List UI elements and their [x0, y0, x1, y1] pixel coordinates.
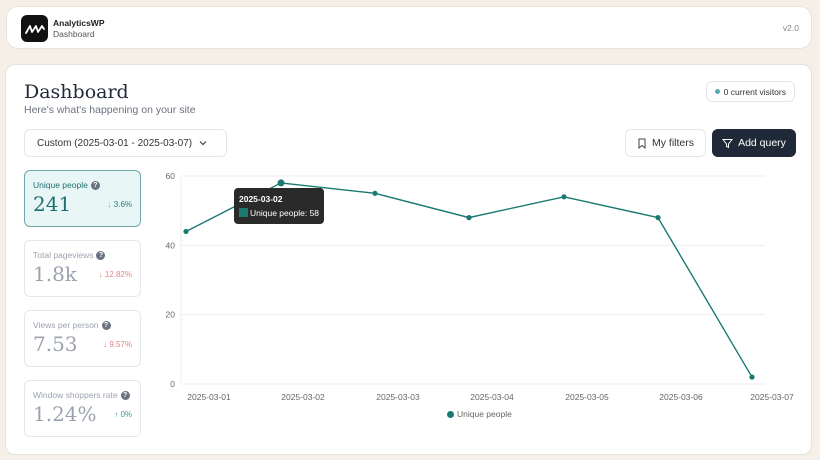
metric-delta-value: 0%: [120, 410, 132, 419]
chart-legend[interactable]: Unique people: [447, 409, 512, 419]
dashboard-card: Dashboard Here's what's happening on you…: [5, 64, 812, 455]
metric-value: 1.8k: [33, 262, 77, 286]
metric-delta: ↓ 9.57%: [103, 340, 132, 349]
series-points: [183, 179, 755, 380]
metric-delta: ↓ 3.6%: [108, 200, 132, 209]
metric-label-wrap: Unique people ?: [33, 180, 100, 190]
page-title: Dashboard: [24, 81, 129, 103]
svg-text:2025-03-06: 2025-03-06: [659, 392, 703, 402]
metric-value: 241: [33, 192, 72, 216]
svg-text:2025-03-07: 2025-03-07: [750, 392, 794, 402]
svg-text:40: 40: [166, 240, 176, 250]
app-name: AnalyticsWP: [53, 18, 105, 28]
x-axis-ticks: 2025-03-01 2025-03-02 2025-03-03 2025-03-04…: [187, 392, 794, 402]
date-range-label: Custom (2025-03-01 - 2025-03-07): [37, 137, 193, 149]
metric-label: Total pageviews: [33, 250, 94, 260]
tooltip-value: Unique people: 58: [250, 208, 320, 218]
legend-dot-icon: [447, 410, 454, 418]
arrow-up-icon: ↑: [114, 410, 119, 419]
current-visitors-badge[interactable]: 0 current visitors: [705, 81, 795, 102]
page-subtitle: Here's what's happening on your site: [24, 104, 196, 116]
add-query-button[interactable]: Add query: [712, 129, 796, 157]
metric-label-wrap: Window shoppers rate ?: [33, 390, 130, 400]
help-icon[interactable]: ?: [90, 180, 100, 190]
metric-delta-value: 3.6%: [113, 200, 132, 209]
visitors-label: 0 current visitors: [723, 86, 786, 97]
chart-gridlines: [180, 175, 765, 385]
svg-text:60: 60: [166, 171, 176, 181]
filter-funnel-icon: [722, 138, 734, 148]
bookmark-icon: [638, 138, 646, 149]
metric-card-unique-people[interactable]: Unique people ? 241 ↓ 3.6%: [24, 170, 141, 227]
top-bar: AnalyticsWP Dashboard v2.0: [6, 6, 812, 49]
date-range-select[interactable]: Custom (2025-03-01 - 2025-03-07): [24, 129, 227, 157]
legend-label: Unique people: [457, 409, 512, 419]
help-icon[interactable]: ?: [101, 320, 111, 330]
live-dot-icon: [714, 89, 720, 94]
chart-tooltip: 2025-03-02 Unique people: 58: [234, 188, 325, 224]
svg-text:2025-03-05: 2025-03-05: [565, 392, 609, 402]
metric-value: 1.24%: [33, 402, 97, 426]
metric-delta-value: 9.57%: [109, 340, 132, 349]
tooltip-title: 2025-03-02: [239, 194, 283, 204]
series-swatch-icon: [239, 208, 248, 217]
help-icon[interactable]: ?: [96, 250, 106, 260]
help-icon[interactable]: ?: [120, 390, 130, 400]
app-subtitle: Dashboard: [53, 29, 95, 39]
my-filters-label: My filters: [652, 137, 694, 149]
svg-text:2025-03-02: 2025-03-02: [281, 392, 325, 402]
arrow-down-icon: ↓: [103, 340, 108, 349]
metric-label-wrap: Views per person ?: [33, 320, 111, 330]
svg-text:2025-03-04: 2025-03-04: [470, 392, 514, 402]
metric-label-wrap: Total pageviews ?: [33, 250, 106, 260]
version-label: v2.0: [782, 23, 799, 33]
my-filters-button[interactable]: My filters: [625, 129, 706, 157]
add-query-label: Add query: [738, 137, 786, 149]
svg-text:0: 0: [170, 379, 175, 389]
svg-text:20: 20: [166, 310, 176, 320]
metric-label: Window shoppers rate: [33, 390, 118, 400]
svg-text:2025-03-03: 2025-03-03: [376, 392, 420, 402]
chevron-down-icon: [199, 141, 207, 146]
metric-card-total-pageviews[interactable]: Total pageviews ? 1.8k ↓ 12.82%: [24, 240, 141, 297]
arrow-down-icon: ↓: [107, 200, 112, 209]
metric-card-views-per-person[interactable]: Views per person ? 7.53 ↓ 9.57%: [24, 310, 141, 367]
metric-label: Views per person: [33, 320, 99, 330]
metric-delta-value: 12.82%: [104, 270, 132, 279]
metric-value: 7.53: [33, 332, 78, 356]
metric-card-window-shoppers-rate[interactable]: Window shoppers rate ? 1.24% ↑ 0%: [24, 380, 141, 437]
arrow-down-icon: ↓: [98, 270, 103, 279]
svg-text:2025-03-01: 2025-03-01: [187, 392, 231, 402]
analytics-logo-icon: [21, 15, 48, 42]
y-axis-ticks: 0 20 40 60: [166, 171, 176, 389]
metric-delta: ↓ 12.82%: [99, 270, 132, 279]
metric-label: Unique people: [33, 180, 88, 190]
metric-delta: ↑ 0%: [114, 410, 132, 419]
